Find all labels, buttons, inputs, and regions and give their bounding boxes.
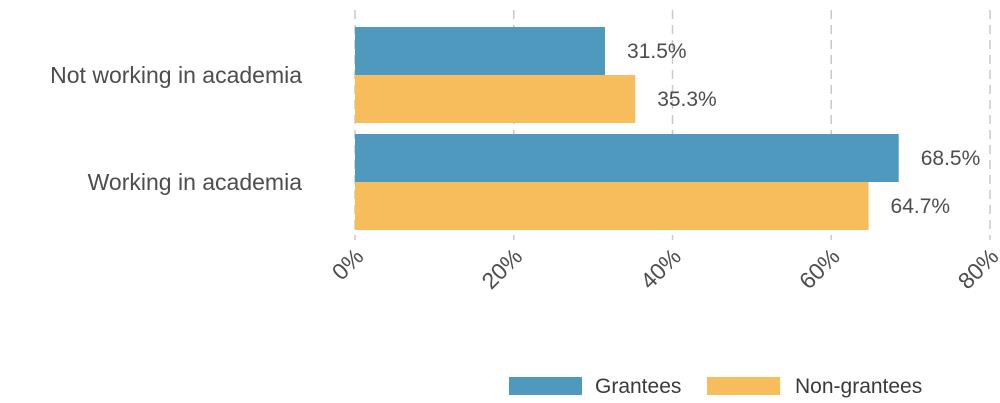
category-label-0: Not working in academia [50, 62, 302, 88]
category-label-1: Working in academia [88, 169, 303, 195]
legend-label-non-grantees: Non-grantees [795, 375, 922, 398]
category-labels: Not working in academia Working in academ… [50, 62, 302, 195]
bar-non-grantees-0 [355, 75, 636, 123]
data-label-grantees-0: 31.5% [627, 40, 687, 63]
bar-non-grantees-1 [355, 182, 869, 230]
legend-swatch-non-grantees [707, 377, 780, 395]
legend-swatch-grantees [509, 377, 582, 395]
data-label-non-grantees-0: 35.3% [657, 88, 717, 111]
legend: Grantees Non-grantees [509, 375, 922, 398]
bar-grantees-1 [355, 134, 899, 182]
bar-grantees-0 [355, 27, 606, 75]
x-tick-label-1: 20% [476, 243, 527, 294]
bars [355, 27, 899, 230]
x-axis-ticks: 0% 20% 40% 60% 80% [327, 243, 1000, 294]
data-label-grantees-1: 68.5% [921, 147, 981, 170]
x-tick-label-2: 40% [635, 243, 686, 294]
legend-label-grantees: Grantees [595, 375, 681, 398]
data-label-non-grantees-1: 64.7% [891, 195, 951, 218]
x-tick-label-3: 60% [794, 243, 845, 294]
data-labels: 31.5% 35.3% 68.5% 64.7% [627, 40, 980, 218]
x-tick-label-0: 0% [327, 243, 369, 285]
x-tick-label-4: 80% [953, 243, 1000, 294]
